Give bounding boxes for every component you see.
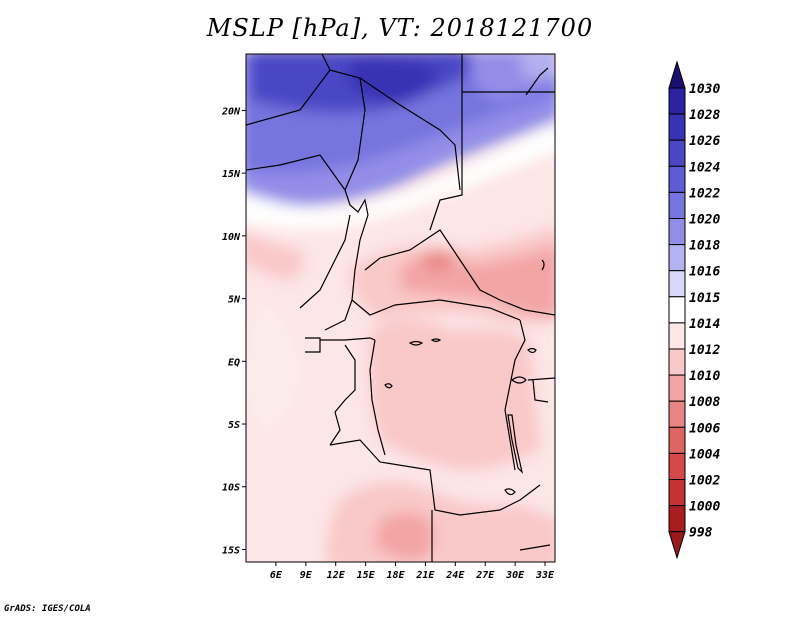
colorbar-label: 1006	[689, 421, 720, 436]
x-tick-label: 12E	[327, 570, 346, 581]
y-axis: 20N 15N 10N 5N EQ 5S 10S 15S	[221, 106, 246, 556]
colorbar-label: 1030	[689, 82, 720, 97]
colorbar-swatch	[668, 296, 686, 324]
colorbar-label: 1000	[689, 500, 720, 515]
colorbar: 1030 1028 1026 1024 1022 1020 1018 1016 1015 1014…	[668, 60, 720, 560]
colorbar-label: 1012	[689, 343, 720, 358]
colorbar-swatch	[668, 139, 686, 167]
colorbar-label: 998	[689, 526, 713, 541]
colorbar-swatch	[668, 270, 686, 298]
colorbar-swatch	[668, 191, 686, 219]
y-tick-label: 10S	[222, 483, 240, 494]
y-tick-label: EQ	[228, 357, 240, 368]
colorbar-swatch	[668, 479, 686, 507]
colorbar-label: 1026	[689, 134, 720, 149]
x-tick-label: 9E	[300, 570, 313, 581]
y-tick-label: 15N	[222, 169, 241, 180]
colorbar-swatch	[668, 87, 686, 115]
x-tick-label: 18E	[386, 570, 405, 581]
footer-credit: GrADS: IGES/COLA	[4, 604, 91, 614]
colorbar-label: 1020	[689, 213, 720, 228]
colorbar-bottom-arrow	[668, 531, 686, 560]
y-tick-label: 20N	[221, 106, 241, 117]
x-tick-label: 30E	[505, 570, 525, 581]
colorbar-label: 1010	[689, 369, 720, 384]
y-tick-label: 5S	[228, 420, 240, 431]
colorbar-label: 1024	[689, 160, 720, 175]
colorbar-swatch	[668, 505, 686, 533]
colorbar-swatch	[668, 452, 686, 480]
x-axis: 6E 9E 12E 15E 18E 21E 24E 27E 30E 33E	[270, 562, 555, 581]
country-borders	[246, 54, 555, 562]
colorbar-swatch	[668, 400, 686, 428]
colorbar-swatch	[668, 218, 686, 246]
colorbar-label: 1015	[689, 291, 720, 306]
colorbar-label: 1002	[689, 474, 720, 489]
x-tick-label: 6E	[270, 570, 283, 581]
colorbar-label: 1004	[689, 447, 720, 462]
colorbar-swatch	[668, 113, 686, 141]
colorbar-swatch	[668, 165, 686, 193]
pressure-field	[246, 54, 555, 562]
colorbar-label: 1008	[689, 395, 720, 410]
map-frame	[245, 53, 556, 563]
x-tick-label: 24E	[445, 570, 465, 581]
colorbar-label: 1014	[689, 317, 720, 332]
y-tick-label: 10N	[222, 232, 241, 243]
colorbar-swatch	[668, 322, 686, 350]
colorbar-label: 1022	[689, 186, 720, 201]
y-tick-label: 5N	[228, 295, 241, 306]
x-tick-label: 27E	[475, 570, 495, 581]
colorbar-label: 1028	[689, 108, 720, 123]
x-tick-label: 33E	[535, 570, 555, 581]
y-tick-label: 15S	[222, 545, 240, 556]
colorbar-label: 1016	[689, 265, 720, 280]
colorbar-swatch	[668, 244, 686, 272]
map-title: MSLP [hPa], VT: 2018121700	[206, 14, 594, 42]
x-tick-label: 15E	[357, 570, 376, 581]
x-tick-label: 21E	[415, 570, 435, 581]
colorbar-top-arrow	[668, 60, 686, 89]
colorbar-swatch	[668, 374, 686, 402]
colorbar-swatch	[668, 426, 686, 454]
colorbar-label: 1018	[689, 239, 720, 254]
colorbar-swatch	[668, 348, 686, 376]
